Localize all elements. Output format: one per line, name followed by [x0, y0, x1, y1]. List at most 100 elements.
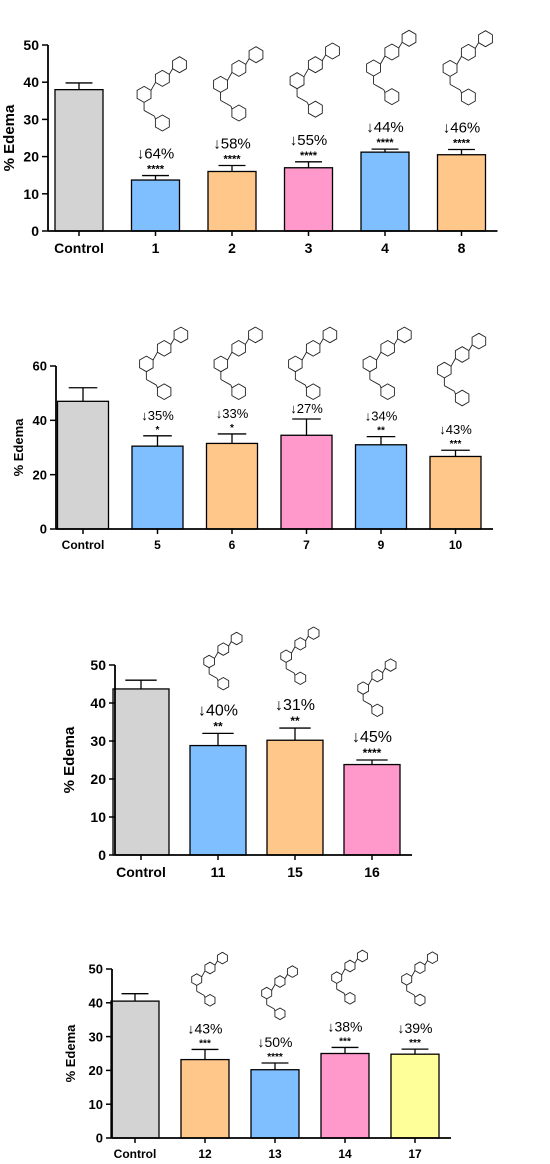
- y-tick-label: 20: [90, 771, 106, 787]
- y-tick-label: 0: [40, 522, 47, 537]
- category-label: 4: [381, 240, 389, 256]
- bar: [207, 170, 257, 232]
- reduction-label: ↓35%: [141, 408, 174, 423]
- reduction-label: ↓50%: [257, 1034, 292, 1050]
- reduction-label: ↓58%: [213, 136, 251, 153]
- category-label: 16: [364, 864, 380, 880]
- y-tick-label: 0: [98, 847, 106, 863]
- reduction-label: ↓31%: [275, 697, 315, 714]
- bar: [266, 739, 324, 856]
- y-tick-label: 50: [23, 37, 39, 53]
- reduction-label: ↓43%: [187, 1020, 222, 1036]
- category-label: Control: [62, 538, 105, 552]
- significance-label: *: [230, 423, 234, 434]
- compound-10-structure: [437, 332, 487, 407]
- compound-9-structure: [362, 326, 412, 401]
- category-label: Control: [114, 1147, 157, 1161]
- category-label: 3: [305, 240, 313, 256]
- y-tick-label: 50: [89, 962, 103, 977]
- bar: [56, 400, 110, 530]
- compound-5-structure: [139, 326, 189, 401]
- bar: [390, 1053, 440, 1139]
- y-axis-title: % Edema: [11, 418, 26, 477]
- y-axis-title: % Edema: [63, 1024, 78, 1083]
- compound-1-structure: [136, 56, 187, 132]
- compound-17-structure: [401, 951, 438, 1007]
- y-tick-label: 40: [89, 995, 103, 1010]
- edema-chart-panel: % Edema Control 12 *** ↓43% 13 **** ↓50% 14 *** ↓3…: [63, 949, 451, 1161]
- y-tick-label: 0: [96, 1131, 103, 1146]
- y-tick-label: 20: [23, 149, 39, 165]
- category-label: 14: [338, 1147, 352, 1161]
- y-tick-label: 10: [90, 809, 106, 825]
- significance-label: **: [377, 426, 385, 437]
- significance-label: ***: [450, 439, 462, 450]
- y-axis-title: % Edema: [1, 104, 18, 171]
- bar: [131, 445, 184, 530]
- reduction-label: ↓44%: [366, 119, 404, 136]
- compound-7-structure: [288, 326, 338, 401]
- bar: [250, 1069, 300, 1139]
- compound-4-structure: [366, 29, 417, 106]
- bar: [360, 151, 410, 232]
- y-tick-label: 60: [33, 359, 47, 374]
- category-label: 10: [449, 538, 463, 552]
- significance-label: **: [213, 719, 223, 733]
- bar: [180, 1058, 230, 1139]
- edema-chart-panel: % Edema Control 5 * ↓35% 6 * ↓33% 7 ↓27% 9 ** ↓34% 10…: [11, 326, 493, 552]
- category-label: 5: [154, 538, 161, 552]
- reduction-label: ↓64%: [137, 146, 175, 163]
- bar: [110, 1000, 160, 1139]
- bar: [280, 434, 333, 530]
- compound-2-structure: [213, 46, 264, 122]
- bar: [320, 1052, 370, 1139]
- reduction-label: ↓45%: [352, 729, 392, 746]
- category-label: 11: [211, 864, 226, 880]
- y-tick-label: 20: [33, 467, 47, 482]
- y-tick-label: 50: [90, 657, 106, 673]
- significance-label: ****: [376, 137, 394, 149]
- bar: [205, 442, 259, 530]
- significance-label: ***: [199, 1038, 211, 1049]
- category-label: Control: [116, 864, 166, 880]
- y-tick-label: 30: [23, 111, 39, 127]
- y-tick-label: 0: [31, 223, 39, 239]
- bar: [429, 455, 482, 530]
- significance-label: ***: [409, 1038, 421, 1049]
- category-label: 1: [152, 240, 160, 256]
- reduction-label: ↓27%: [290, 401, 323, 416]
- significance-label: **: [290, 714, 300, 728]
- y-tick-label: 30: [90, 733, 106, 749]
- category-label: 6: [229, 538, 236, 552]
- bar: [112, 688, 170, 856]
- bar: [283, 167, 334, 232]
- significance-label: ****: [300, 150, 318, 162]
- bar: [130, 179, 181, 232]
- category-label: 13: [268, 1147, 282, 1161]
- y-tick-label: 10: [89, 1097, 103, 1112]
- category-label: 17: [408, 1147, 422, 1161]
- compound-6-structure: [213, 326, 263, 401]
- y-tick-label: 10: [23, 186, 39, 202]
- category-label: Control: [54, 240, 104, 256]
- significance-label: ***: [339, 1036, 351, 1047]
- reduction-label: ↓38%: [327, 1018, 362, 1034]
- compound-15-structure: [280, 626, 320, 686]
- y-tick-label: 40: [33, 413, 47, 428]
- reduction-label: ↓33%: [216, 406, 249, 421]
- significance-label: ****: [147, 164, 165, 176]
- y-axis-title: % Edema: [61, 726, 78, 793]
- significance-label: ****: [453, 138, 471, 150]
- significance-label: ****: [363, 746, 382, 760]
- compound-3-structure: [289, 42, 340, 118]
- y-tick-label: 40: [90, 695, 106, 711]
- compound-16-structure: [357, 658, 397, 718]
- bar: [343, 763, 401, 856]
- compound-14-structure: [331, 949, 368, 1005]
- reduction-label: ↓46%: [443, 120, 481, 137]
- category-label: 8: [458, 240, 466, 256]
- compound-11-structure: [203, 631, 243, 691]
- category-label: 12: [198, 1147, 212, 1161]
